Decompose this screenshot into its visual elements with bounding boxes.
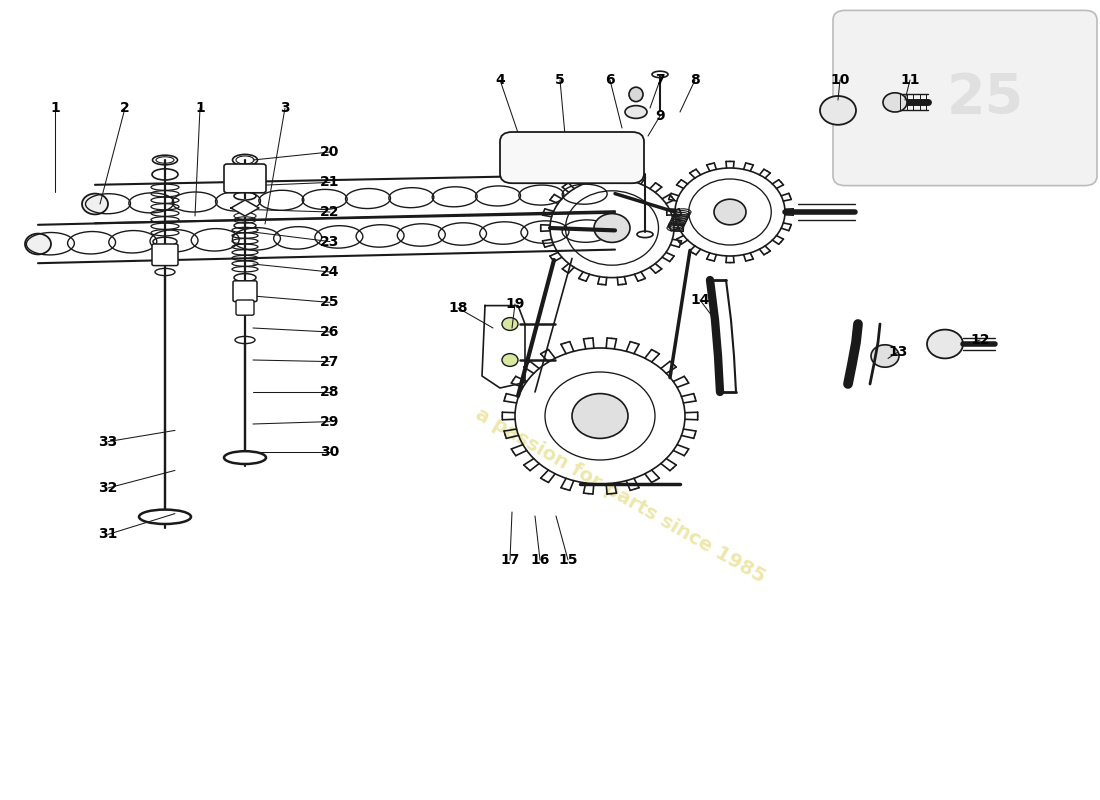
Text: 17: 17	[500, 553, 519, 567]
Ellipse shape	[625, 106, 647, 118]
FancyBboxPatch shape	[500, 132, 644, 183]
Circle shape	[820, 96, 856, 125]
Text: 32: 32	[98, 481, 118, 495]
Ellipse shape	[629, 87, 644, 102]
Circle shape	[82, 194, 108, 214]
Text: 16: 16	[530, 553, 550, 567]
Ellipse shape	[139, 510, 191, 524]
Text: 13: 13	[889, 345, 908, 359]
Polygon shape	[231, 200, 258, 216]
Text: 1: 1	[195, 101, 205, 115]
Text: a passion for parts since 1985: a passion for parts since 1985	[472, 405, 768, 587]
Text: 19: 19	[505, 297, 525, 311]
Text: 21: 21	[320, 175, 340, 190]
Text: 15: 15	[558, 553, 578, 567]
Text: 25: 25	[946, 70, 1024, 125]
Text: 22: 22	[320, 205, 340, 219]
Text: 6: 6	[605, 73, 615, 87]
Circle shape	[871, 345, 899, 367]
Circle shape	[714, 199, 746, 225]
Text: 20: 20	[320, 145, 340, 159]
Ellipse shape	[224, 451, 266, 464]
Text: 23: 23	[320, 234, 340, 249]
Text: 2: 2	[120, 101, 130, 115]
FancyBboxPatch shape	[152, 244, 178, 266]
Circle shape	[502, 318, 518, 330]
Text: 8: 8	[690, 73, 700, 87]
Text: 11: 11	[900, 73, 920, 87]
FancyBboxPatch shape	[236, 300, 254, 315]
Text: 33: 33	[98, 434, 118, 449]
Circle shape	[25, 234, 51, 254]
Text: 4: 4	[495, 73, 505, 87]
Text: 18: 18	[449, 301, 468, 315]
Text: 27: 27	[320, 354, 340, 369]
Text: 28: 28	[320, 385, 340, 399]
Text: 5: 5	[556, 73, 565, 87]
Circle shape	[594, 214, 630, 242]
Text: 10: 10	[830, 73, 849, 87]
FancyBboxPatch shape	[224, 164, 266, 193]
Text: 26: 26	[320, 325, 340, 339]
FancyBboxPatch shape	[233, 281, 257, 302]
Text: 3: 3	[280, 101, 289, 115]
Circle shape	[883, 93, 908, 112]
FancyBboxPatch shape	[833, 10, 1097, 186]
Text: 25: 25	[320, 295, 340, 310]
Text: 31: 31	[98, 527, 118, 542]
Text: 12: 12	[970, 333, 990, 347]
Text: 29: 29	[320, 414, 340, 429]
Circle shape	[502, 354, 518, 366]
Text: 30: 30	[320, 445, 340, 459]
Circle shape	[572, 394, 628, 438]
Text: 9: 9	[656, 109, 664, 123]
Text: 14: 14	[691, 293, 710, 307]
Text: 1: 1	[51, 101, 59, 115]
Circle shape	[927, 330, 962, 358]
Text: 24: 24	[320, 265, 340, 279]
Text: 7: 7	[656, 73, 664, 87]
